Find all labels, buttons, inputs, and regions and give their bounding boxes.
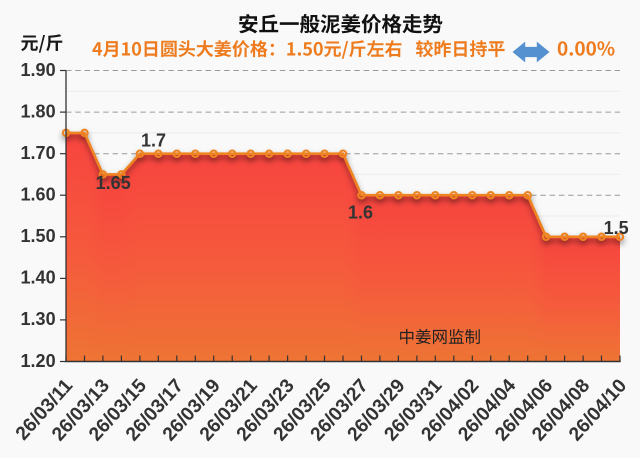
svg-text:1.90: 1.90	[21, 60, 56, 80]
svg-text:1.40: 1.40	[21, 268, 56, 288]
svg-text:1.80: 1.80	[21, 101, 56, 121]
svg-text:1.70: 1.70	[21, 143, 56, 163]
svg-text:1.50: 1.50	[21, 226, 56, 246]
svg-text:1.20: 1.20	[21, 351, 56, 371]
svg-text:1.7: 1.7	[141, 131, 166, 151]
svg-text:1.5: 1.5	[604, 218, 629, 238]
svg-text:1.65: 1.65	[96, 173, 131, 193]
svg-text:1.60: 1.60	[21, 185, 56, 205]
svg-text:1.30: 1.30	[21, 309, 56, 329]
svg-text:1.6: 1.6	[348, 202, 373, 222]
